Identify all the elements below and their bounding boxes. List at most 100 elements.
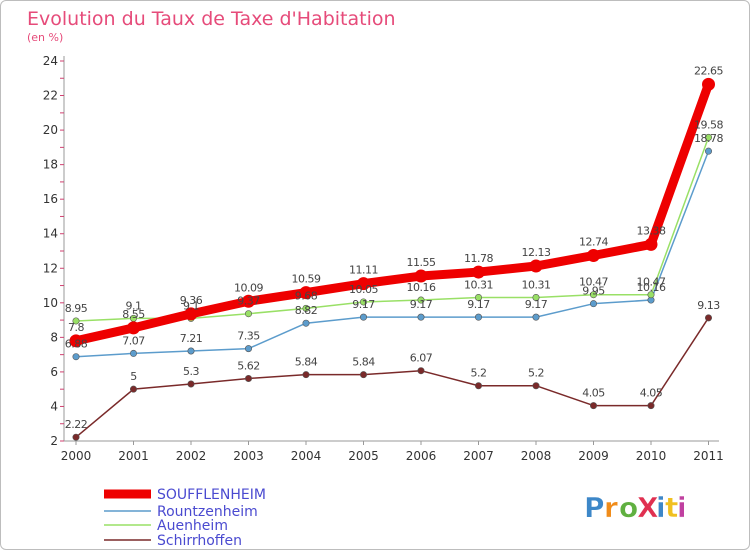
data-point	[245, 374, 253, 382]
x-tick-label: 2002	[176, 449, 207, 463]
data-point	[589, 300, 597, 308]
data-label: 5.2	[471, 367, 487, 380]
data-point	[589, 402, 597, 410]
data-point	[704, 314, 712, 322]
data-label: 8.95	[65, 302, 88, 315]
logo-letter: X	[637, 491, 659, 524]
data-label: 6.07	[410, 352, 433, 365]
x-tick-label: 2010	[636, 449, 667, 463]
data-label: 11.11	[349, 264, 378, 277]
data-point	[187, 380, 195, 388]
logo-letter: P	[584, 491, 605, 524]
data-label: 8.82	[295, 304, 318, 317]
y-tick-label: 2	[50, 434, 58, 448]
data-point	[359, 371, 367, 379]
logo-letter: i	[677, 491, 687, 524]
y-tick-label: 12	[43, 261, 58, 275]
chart-title: Evolution du Taux de Taxe d'Habitation	[27, 8, 396, 30]
chart-subtitle: (en %)	[27, 31, 63, 44]
data-point	[69, 334, 83, 348]
legend-label-schirrhoffen: Schirrhoffen	[157, 533, 242, 549]
data-point	[245, 345, 253, 353]
data-point	[702, 77, 715, 91]
logo-letter: r	[604, 491, 618, 524]
data-point	[704, 147, 712, 155]
data-label: 9.37	[237, 295, 260, 308]
data-point	[302, 304, 310, 312]
data-label: 10.09	[234, 281, 263, 294]
y-tick-label: 14	[43, 227, 58, 241]
data-point	[359, 313, 367, 321]
y-tick-label: 18	[43, 158, 58, 172]
data-point	[417, 296, 425, 304]
data-label: 9.17	[467, 298, 490, 311]
x-tick-label: 2001	[118, 449, 149, 463]
data-label: 10.05	[349, 283, 378, 296]
data-labels: 7.8 8.55 9.36 10.09 10.59 11.11 11.55 11.78 12.1…	[65, 64, 724, 431]
data-label: 22.65	[694, 64, 723, 77]
x-tick-label: 2011	[693, 449, 724, 463]
y-tick-label: 16	[43, 192, 58, 206]
data-label: 4.05	[640, 387, 663, 400]
series-line-rountzenheim	[75, 150, 710, 358]
legend-label-auenheim: Auenheim	[157, 518, 228, 534]
data-point	[72, 317, 80, 325]
data-point	[72, 433, 80, 441]
x-tick-label: 2005	[348, 449, 379, 463]
series-line-schirrhoffen	[75, 317, 710, 438]
data-label: 5.2	[528, 367, 544, 380]
data-label: 7.35	[237, 330, 260, 343]
data-point	[242, 294, 255, 308]
data-point	[187, 347, 195, 355]
data-label: 2.22	[65, 418, 88, 431]
data-label: 7.21	[180, 332, 203, 345]
data-point	[704, 133, 712, 141]
data-point	[644, 237, 658, 251]
data-label: 9.1	[183, 299, 199, 312]
series-line-soufflenheim	[71, 79, 713, 346]
data-point	[245, 310, 253, 318]
data-point	[647, 291, 655, 299]
data-label: 11.55	[407, 256, 436, 269]
data-point	[532, 313, 540, 321]
data-point	[587, 248, 600, 262]
data-label: 5	[130, 370, 137, 383]
legend-label-rountzenheim: Rountzenheim	[157, 504, 258, 520]
y-tick-label: 4	[50, 399, 58, 413]
x-tick-label: 2003	[233, 449, 264, 463]
logo-letter: o	[619, 491, 638, 524]
y-tick-label: 8	[50, 330, 58, 344]
data-point	[302, 371, 310, 379]
data-label: 12.13	[522, 246, 551, 259]
data-label: 5.84	[295, 356, 318, 369]
data-point	[474, 382, 482, 390]
data-point	[72, 353, 80, 361]
data-point	[130, 385, 138, 393]
x-tick-label: 2008	[521, 449, 552, 463]
data-label: 8.55	[122, 308, 145, 321]
series-line-auenheim	[75, 136, 710, 322]
data-point	[647, 402, 655, 410]
data-label: 10.47	[637, 276, 666, 289]
data-label: 5.62	[237, 359, 260, 372]
data-label: 18.78	[694, 132, 723, 145]
data-point	[474, 313, 482, 321]
data-label: 5.3	[183, 365, 199, 378]
data-label: 13.38	[637, 224, 666, 237]
y-tick-label: 6	[50, 365, 58, 379]
data-point	[414, 269, 428, 283]
data-point	[184, 307, 198, 321]
data-point	[472, 265, 485, 279]
data-label: 9.36	[180, 294, 203, 307]
x-tick-label: 2006	[406, 449, 437, 463]
data-label: 19.58	[694, 118, 723, 131]
data-label: 10.47	[579, 276, 608, 289]
data-label: 9.1	[126, 299, 142, 312]
y-tick-label: 20	[43, 123, 58, 137]
data-point	[299, 286, 313, 300]
legend: SOUFFLENHEIMRountzenheimAuenheimSchirrho…	[104, 487, 266, 549]
data-point	[127, 321, 140, 335]
